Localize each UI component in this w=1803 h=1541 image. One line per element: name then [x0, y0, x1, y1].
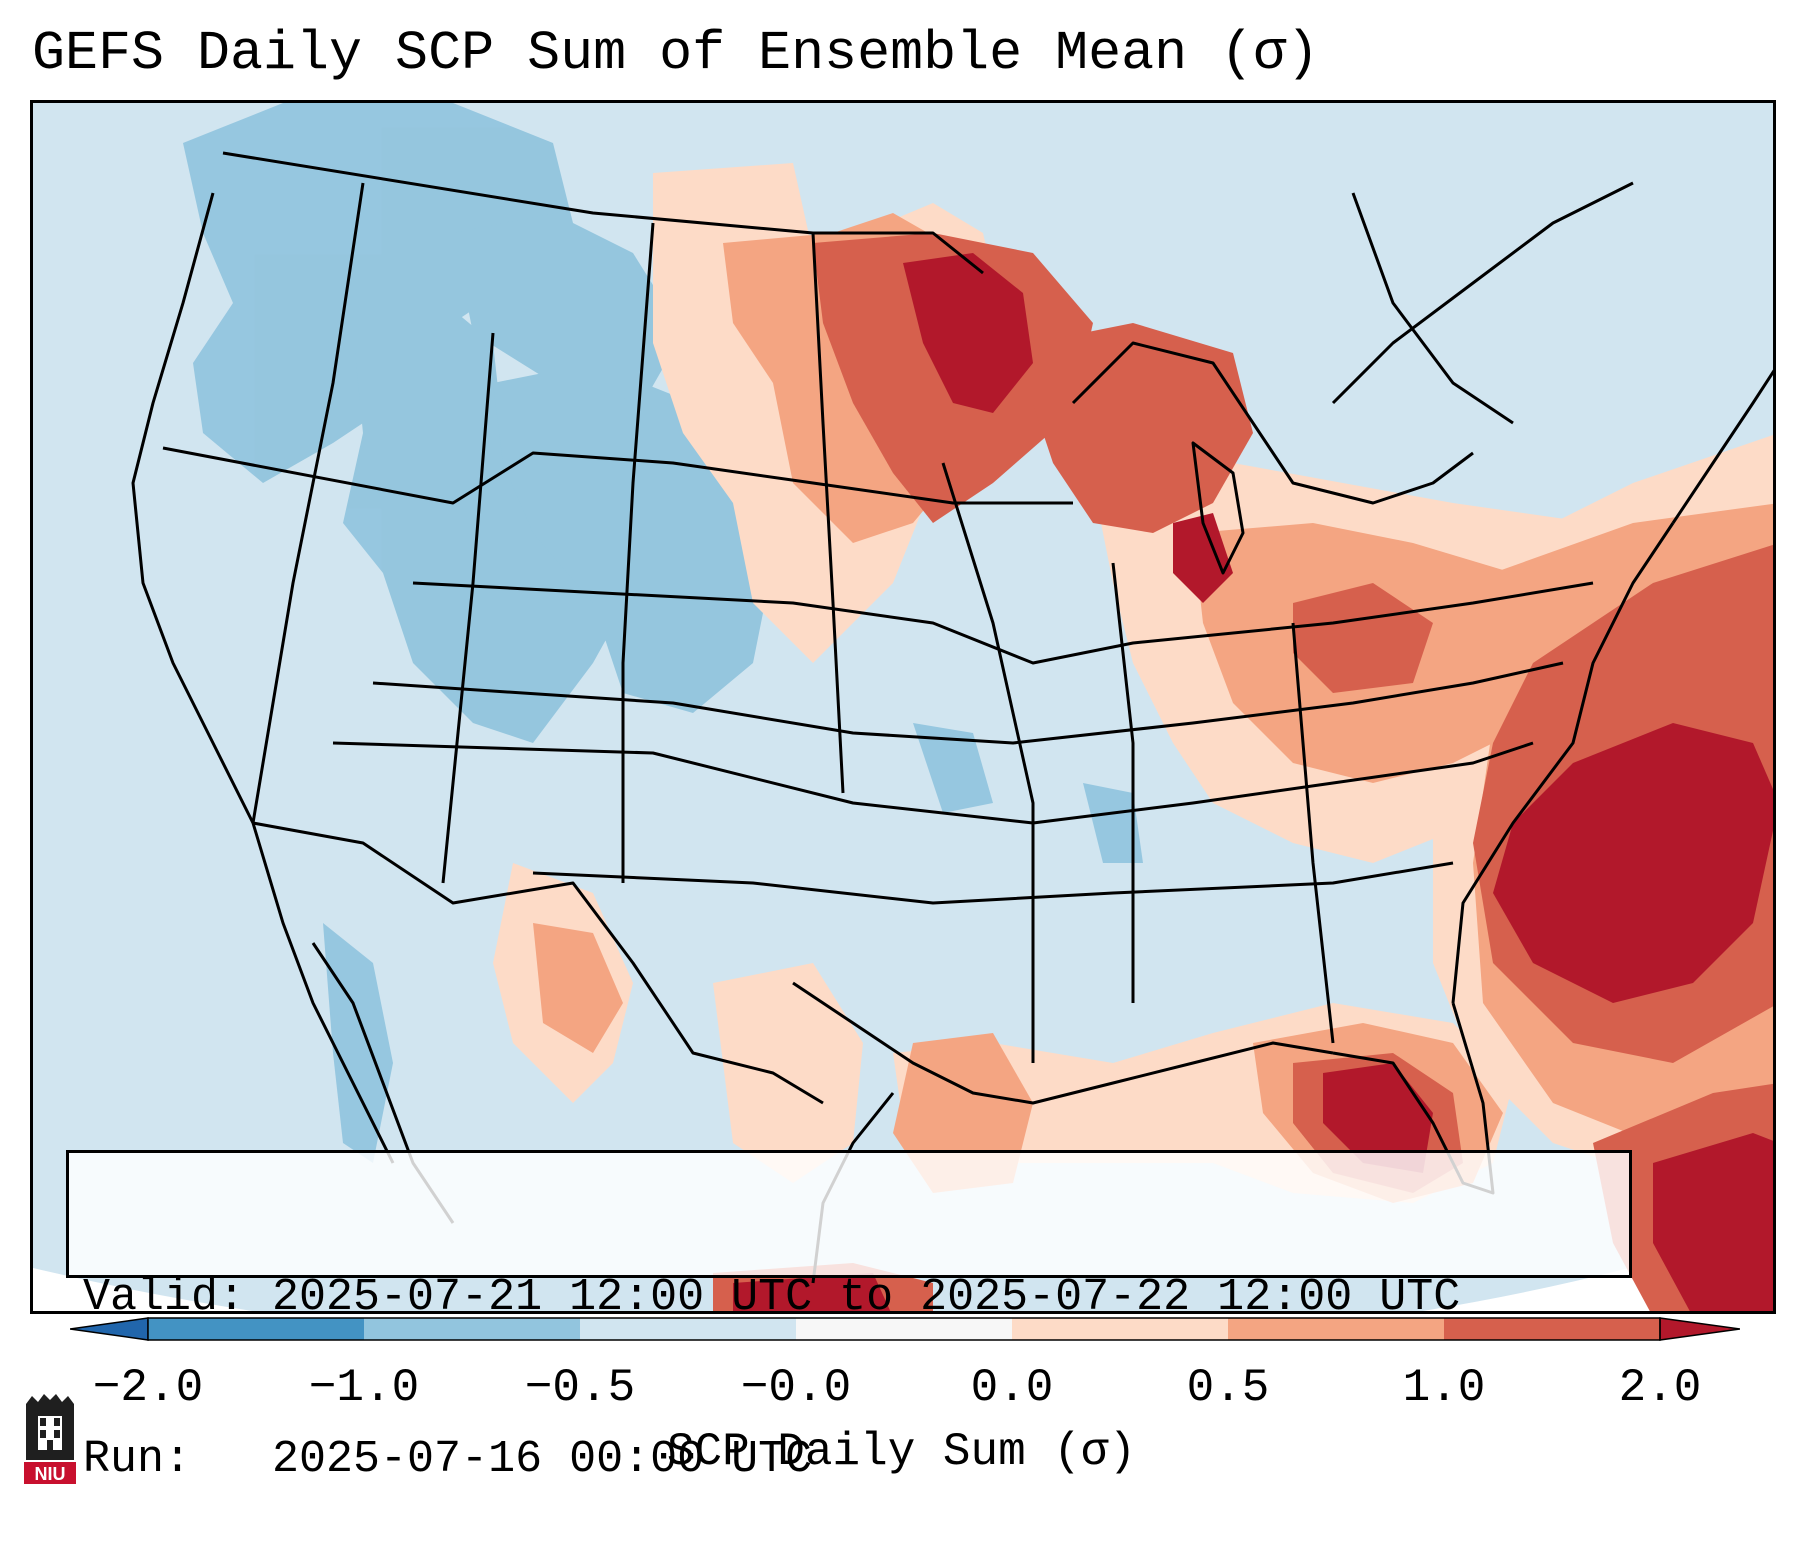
region-south-texas-fringe: [713, 963, 863, 1183]
tick-label-4: 0.0: [970, 1362, 1054, 1414]
mexico-border: [252, 821, 824, 1105]
state-line-n6: [1111, 562, 1135, 1003]
tick-label-1: −1.0: [308, 1362, 420, 1414]
state-line-n5: [941, 462, 1035, 1063]
map-panel: [30, 100, 1776, 1314]
state-line-n4: [811, 232, 845, 794]
region-arkansas-low: [1083, 783, 1143, 863]
region-great-basin-low: [343, 293, 643, 743]
east-coast-line: [1451, 522, 1675, 1004]
west-coast-line: [131, 192, 395, 1164]
colorbar-high-extension: [1659, 1317, 1740, 1341]
colorbar-bin-5: [1012, 1318, 1228, 1340]
region-ohio-core-high: [1293, 583, 1433, 693]
region-lake-michigan-core: [1173, 513, 1233, 603]
colorbar-outline: [147, 1317, 1661, 1341]
projection-edge: [33, 1225, 1773, 1311]
region-oklahoma-low: [913, 723, 993, 813]
state-line-w1: [162, 446, 1073, 505]
state-line-n2: [441, 332, 495, 884]
region-pacific-northwest-low: [183, 103, 573, 483]
logo-text: NIU: [35, 1464, 66, 1484]
state-line-n7: [1291, 622, 1335, 1044]
region-se-arizona-high: [533, 923, 623, 1053]
colorbar-bin-2: [364, 1318, 580, 1340]
chart-title: GEFS Daily SCP Sum of Ensemble Mean (σ): [32, 22, 1320, 85]
map-svg: [33, 103, 1773, 1311]
colorbar-bin-1: [148, 1318, 364, 1340]
valid-time-text: Valid: 2025-07-21 12:00 UTC to 2025-07-2…: [83, 1272, 1461, 1323]
tick-label-6: 1.0: [1402, 1362, 1486, 1414]
state-line-w4: [332, 741, 1534, 825]
colorbar-bin-6: [1228, 1318, 1444, 1340]
logo-banner: [24, 1462, 76, 1484]
colorbar-bin-4: [796, 1318, 1012, 1340]
valid-run-info-box: Valid: 2025-07-21 12:00 UTC to 2025-07-2…: [66, 1150, 1632, 1485]
state-line-n3: [621, 222, 655, 883]
great-lakes-outline: [1071, 341, 1474, 505]
colorbar-bin-7: [1444, 1318, 1660, 1340]
quebec-line: [1351, 192, 1514, 425]
tick-label-2: −0.5: [524, 1362, 636, 1414]
colorbar: [70, 1317, 1740, 1341]
tick-label-5: 0.5: [1186, 1362, 1270, 1414]
negative-anomaly-layer: [183, 103, 1143, 1163]
region-caribbean-core: [1653, 1133, 1773, 1311]
tick-label-3: −0.0: [740, 1362, 852, 1414]
colorbar-low-extension: [70, 1317, 149, 1341]
region-minnesota-core: [903, 253, 1033, 413]
map-boundaries: [131, 151, 1773, 1284]
lake-michigan-outline: [1191, 441, 1245, 575]
gulf-coast-line: [792, 981, 1334, 1105]
positive-extreme-layer: [733, 253, 1773, 1311]
tick-label-0: −2.0: [92, 1362, 204, 1414]
state-line-w2: [412, 581, 1594, 665]
region-atlantic-core: [1493, 723, 1773, 1003]
northeast-coast-line: [1671, 369, 1773, 524]
canada-east-line: [1331, 181, 1634, 405]
state-line-n1: [251, 182, 365, 824]
state-line-w5: [532, 861, 1454, 905]
colorbar-bin-3: [580, 1318, 796, 1340]
run-time-text: Run: 2025-07-16 00:00 UTC: [83, 1434, 813, 1485]
region-montana-low: [453, 213, 683, 403]
colorbar-label: SCP Daily Sum (σ): [666, 1426, 1137, 1478]
tick-label-7: 2.0: [1618, 1362, 1702, 1414]
region-mexico-core: [733, 1273, 891, 1311]
region-florida-core: [1323, 1063, 1433, 1173]
state-line-w3: [372, 661, 1564, 745]
niu-logo: NIU: [24, 1394, 76, 1484]
